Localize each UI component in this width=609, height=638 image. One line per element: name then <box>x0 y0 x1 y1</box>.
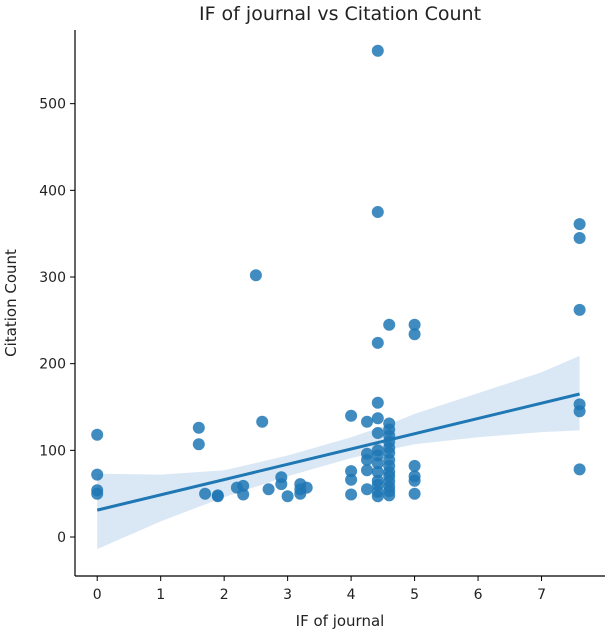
x-tick-label: 0 <box>93 587 102 603</box>
x-tick-label: 2 <box>220 587 229 603</box>
data-point <box>237 479 250 492</box>
y-tick-label: 300 <box>39 270 66 286</box>
data-point <box>383 489 396 502</box>
data-point <box>371 457 384 470</box>
x-tick-label: 7 <box>537 587 546 603</box>
data-point <box>199 487 212 500</box>
regression-line <box>96 392 580 512</box>
x-tick-label: 6 <box>474 587 483 603</box>
data-point <box>345 473 358 486</box>
x-tick-label: 1 <box>156 587 165 603</box>
x-axis-label: IF of journal <box>296 612 385 630</box>
data-point <box>573 232 586 244</box>
axes <box>74 30 605 577</box>
data-point <box>408 459 421 472</box>
data-point <box>371 396 384 409</box>
data-point <box>256 415 269 428</box>
data-point <box>361 453 373 466</box>
x-tick-label: 4 <box>347 587 356 603</box>
data-point <box>275 478 288 491</box>
x-tick-label: 3 <box>283 587 292 603</box>
y-tick-label: 400 <box>39 183 66 199</box>
data-point <box>573 463 586 476</box>
y-tick-label: 100 <box>39 443 66 459</box>
data-point <box>371 427 384 439</box>
data-point <box>371 206 384 218</box>
data-point <box>300 481 313 494</box>
data-point <box>371 336 384 349</box>
data-point <box>383 318 396 331</box>
data-point <box>91 468 104 481</box>
data-point <box>192 421 205 434</box>
data-point <box>345 465 358 478</box>
y-tick-label: 0 <box>57 530 66 546</box>
data-point <box>361 415 373 428</box>
data-points-layer <box>91 44 586 503</box>
x-tick-label: 5 <box>410 587 419 603</box>
y-ticks: 0 100 200 300 400 500 <box>39 97 75 546</box>
y-tick-label: 500 <box>39 97 66 113</box>
data-point <box>408 328 421 341</box>
data-point <box>408 487 421 500</box>
data-point <box>262 483 275 496</box>
data-point <box>371 412 384 425</box>
chart-title: IF of journal vs Citation Count <box>199 3 481 25</box>
data-point <box>211 490 224 503</box>
y-axis-label: Citation Count <box>2 249 20 357</box>
data-point <box>192 438 205 451</box>
data-point <box>408 318 421 331</box>
y-tick-label: 200 <box>39 357 66 373</box>
data-point <box>249 269 262 282</box>
data-point <box>361 483 373 496</box>
data-point <box>237 488 250 501</box>
data-point <box>573 218 586 231</box>
data-point <box>573 303 586 316</box>
data-point <box>281 490 294 503</box>
data-point <box>345 488 358 501</box>
data-point <box>371 44 384 57</box>
data-point <box>408 474 421 487</box>
data-point <box>91 428 104 441</box>
data-point <box>573 405 586 418</box>
data-point <box>345 409 358 422</box>
data-point <box>361 464 373 477</box>
x-ticks: 0 1 2 3 4 5 6 7 <box>93 576 546 603</box>
data-point <box>371 490 384 503</box>
data-point <box>91 487 104 500</box>
data-point <box>371 466 384 478</box>
regression-line-layer <box>96 392 580 512</box>
